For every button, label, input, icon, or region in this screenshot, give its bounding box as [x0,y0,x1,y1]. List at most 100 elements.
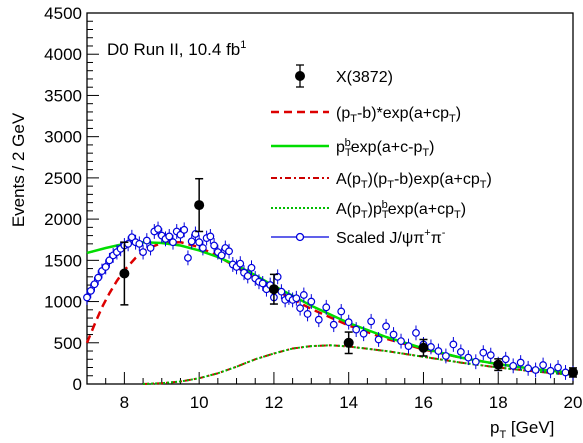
legend-solid-fit-label: pTbexp(a+c-pT) [336,137,434,159]
legend-scaled-jpsi-label: Scaled J/ψπ+π- [336,227,446,247]
y-tick-label: 500 [54,334,82,353]
legend-dashed-fit-label: (pT-b)*exp(a+cpT) [336,105,461,125]
jpsi-point [509,361,518,370]
x3872-point [268,284,279,295]
jpsi-point [352,325,361,334]
x3872-point [343,337,354,348]
y-tick-label: 2500 [44,169,82,188]
jpsi-point [329,320,338,329]
legend-x3872-marker [295,71,305,81]
jpsi-point [322,303,331,312]
jpsi-point [546,366,555,375]
jpsi-point [217,251,226,260]
legend-entry-solid-fit: pTbexp(a+c-pT) [271,137,434,159]
y-tick-label: 4500 [44,4,82,23]
jpsi-point [337,307,346,316]
jpsi-point [374,335,383,344]
jpsi-point [139,248,147,256]
legend-entry-dashdot-fit: A(pT)(pT-b)exp(a+cpT) [271,171,492,191]
x3872-point [194,200,205,211]
x3872-point [119,268,130,279]
jpsi-point [296,304,304,313]
jpsi-point [83,293,91,302]
jpsi-point [90,280,99,289]
jpsi-point [292,294,301,303]
jpsi-point [449,340,458,349]
x3872-point [418,342,429,353]
jpsi-point [191,230,200,238]
x-tick-label: 14 [339,393,358,412]
jpsi-point [464,353,473,362]
jpsi-point [236,259,245,268]
y-tick-label: 4000 [44,45,82,64]
annotation: D0 Run II, 10.4 fb1 [107,39,246,59]
x-tick-label: 10 [190,393,209,412]
y-tick-label: 1500 [44,251,82,270]
y-tick-label: 2000 [44,210,82,229]
x-axis-title: pT [GeV] [490,418,554,441]
jpsi-point [412,328,420,337]
jpsi-point [101,263,110,271]
y-tick-label: 0 [73,375,82,394]
jpsi-point [206,232,215,241]
jpsi-point [434,347,443,355]
jpsi-point [210,241,219,250]
jpsi-point [247,263,256,272]
x-axis: 8 10 12 14 16 18 20 [86,372,583,412]
x3872-series [119,177,578,378]
legend-entry-dashed-fit: (pT-b)*exp(a+cpT) [271,105,461,125]
jpsi-point [554,363,562,372]
x-tick-label: 8 [120,393,129,412]
jpsi-point [479,348,488,357]
jpsi-point [187,237,196,246]
jpsi-point [524,364,533,373]
jpsi-point [184,253,192,262]
x-tick-label: 12 [264,393,283,412]
jpsi-point [277,287,286,296]
jpsi-point [243,272,252,280]
legend-entry-scaled-jpsi: Scaled J/ψπ+π- [271,227,446,247]
y-tick-label: 1000 [44,293,82,312]
legend-entry-dotted-fit: A(pT)pTbexp(a+cpT) [271,199,466,221]
jpsi-point [397,337,405,346]
jpsi-point [225,247,233,256]
legend-entry-x3872: X(3872) [295,64,393,88]
jpsi-point [94,273,103,282]
x-tick-label: 16 [414,393,433,412]
jpsi-point [367,317,376,326]
jpsi-point [516,358,525,367]
x3872-point [568,367,578,378]
y-axis: 0 500 1000 1500 2000 2500 3000 3500 4000 4500 [44,4,99,394]
y-tick-label: 3000 [44,128,82,147]
jpsi-point [299,291,308,299]
jpsi-point [198,244,207,252]
jpsi-point [154,225,162,233]
x-tick-label: 20 [564,393,583,412]
y-axis-title: Events / 2 GeV [9,112,28,227]
jpsi-point [142,236,151,245]
scaled-jpsi-series [83,221,577,381]
legend-dotted-fit-label: A(pT)pTbexp(a+cpT) [336,199,466,221]
jpsi-point [86,286,95,295]
jpsi-point [427,343,435,351]
dotted-fit-curve [143,344,574,385]
jpsi-point [404,342,413,350]
jpsi-point [314,315,323,324]
jpsi-point [456,347,465,356]
legend-x3872-label: X(3872) [336,69,393,86]
x3872-point [493,359,504,370]
jpsi-point [486,351,495,360]
jpsi-point [501,355,510,364]
jpsi-point [382,322,390,331]
jpsi-point [146,244,155,252]
legend: X(3872) (pT-b)*exp(a+cpT) pTbexp(a+c-pT)… [271,64,492,247]
jpsi-point [471,357,480,366]
jpsi-point [531,366,540,374]
jpsi-point [303,310,312,318]
y-tick-label: 3500 [44,86,82,105]
jpsi-point [539,361,547,369]
jpsi-point [344,318,353,327]
legend-scaled-jpsi-marker [295,232,305,242]
